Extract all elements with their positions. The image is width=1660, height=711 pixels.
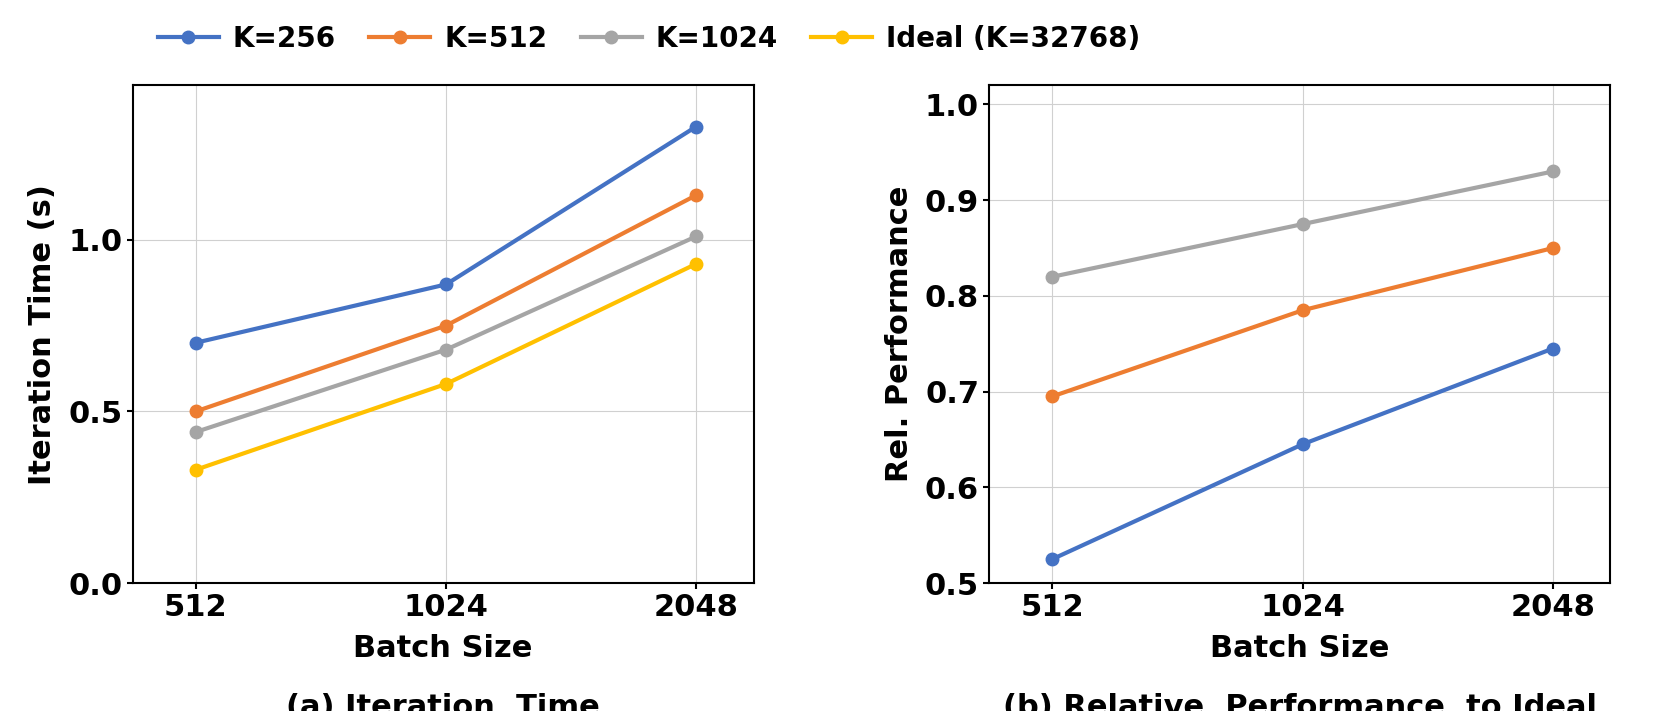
Line: K=1024: K=1024 bbox=[189, 230, 702, 438]
K=256 bbox=[1544, 344, 1564, 353]
Legend: K=256, K=512, K=1024, Ideal (K=32768): K=256, K=512, K=1024, Ideal (K=32768) bbox=[146, 14, 1152, 64]
K=512 bbox=[1042, 392, 1062, 401]
K=512 bbox=[686, 191, 706, 199]
K=1024 bbox=[1293, 220, 1313, 228]
K=256 bbox=[1042, 555, 1062, 563]
Ideal (K=32768) bbox=[186, 466, 206, 474]
K=512 bbox=[186, 407, 206, 416]
Line: K=1024: K=1024 bbox=[1046, 165, 1559, 283]
X-axis label: Batch Size: Batch Size bbox=[354, 634, 533, 663]
Ideal (K=32768) bbox=[437, 380, 457, 388]
K=256 bbox=[686, 122, 706, 131]
K=1024 bbox=[186, 428, 206, 437]
K=256 bbox=[186, 338, 206, 347]
Text: (b) Relative  Performance  to Ideal: (b) Relative Performance to Ideal bbox=[1003, 693, 1597, 711]
Y-axis label: Iteration Time (s): Iteration Time (s) bbox=[28, 183, 56, 485]
Line: K=256: K=256 bbox=[189, 120, 702, 349]
K=512 bbox=[1293, 306, 1313, 314]
K=1024 bbox=[437, 346, 457, 354]
K=512 bbox=[1544, 244, 1564, 252]
Line: K=512: K=512 bbox=[189, 189, 702, 417]
Y-axis label: Rel. Performance: Rel. Performance bbox=[885, 186, 913, 482]
Text: (a) Iteration  Time: (a) Iteration Time bbox=[286, 693, 599, 711]
X-axis label: Batch Size: Batch Size bbox=[1210, 634, 1389, 663]
K=256 bbox=[437, 280, 457, 289]
Ideal (K=32768) bbox=[686, 260, 706, 268]
Line: Ideal (K=32768): Ideal (K=32768) bbox=[189, 257, 702, 476]
K=1024 bbox=[1042, 272, 1062, 281]
Line: K=256: K=256 bbox=[1046, 342, 1559, 565]
Line: K=512: K=512 bbox=[1046, 242, 1559, 402]
K=1024 bbox=[1544, 167, 1564, 176]
K=512 bbox=[437, 321, 457, 330]
K=1024 bbox=[686, 232, 706, 240]
K=256 bbox=[1293, 440, 1313, 449]
